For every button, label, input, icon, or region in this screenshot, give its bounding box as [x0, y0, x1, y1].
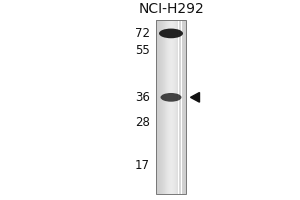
- Bar: [184, 20, 185, 194]
- Text: 72: 72: [135, 27, 150, 40]
- Bar: [164, 20, 165, 194]
- Text: 55: 55: [135, 44, 150, 57]
- Bar: [177, 20, 178, 194]
- Bar: [185, 20, 186, 194]
- Bar: [165, 20, 166, 194]
- Bar: [183, 20, 184, 194]
- Bar: [167, 20, 168, 194]
- Bar: [163, 20, 164, 194]
- Bar: [172, 20, 173, 194]
- Bar: [174, 20, 175, 194]
- Bar: [162, 20, 163, 194]
- Bar: [179, 20, 180, 194]
- Bar: [158, 20, 159, 194]
- Bar: [168, 20, 169, 194]
- Bar: [181, 20, 182, 194]
- Bar: [159, 20, 160, 194]
- Text: 36: 36: [135, 91, 150, 104]
- Bar: [180, 20, 181, 194]
- Text: 17: 17: [135, 159, 150, 172]
- Bar: [156, 20, 186, 194]
- Bar: [178, 20, 179, 194]
- Bar: [157, 20, 158, 194]
- Ellipse shape: [159, 29, 183, 38]
- Text: NCI-H292: NCI-H292: [138, 2, 204, 16]
- Bar: [176, 20, 177, 194]
- Text: 28: 28: [135, 116, 150, 129]
- Bar: [160, 20, 161, 194]
- Bar: [169, 20, 170, 194]
- Bar: [173, 20, 174, 194]
- Bar: [156, 20, 157, 194]
- Ellipse shape: [160, 93, 182, 102]
- Bar: [182, 20, 183, 194]
- Bar: [171, 20, 172, 194]
- Bar: [170, 20, 171, 194]
- Bar: [161, 20, 162, 194]
- Polygon shape: [190, 92, 200, 102]
